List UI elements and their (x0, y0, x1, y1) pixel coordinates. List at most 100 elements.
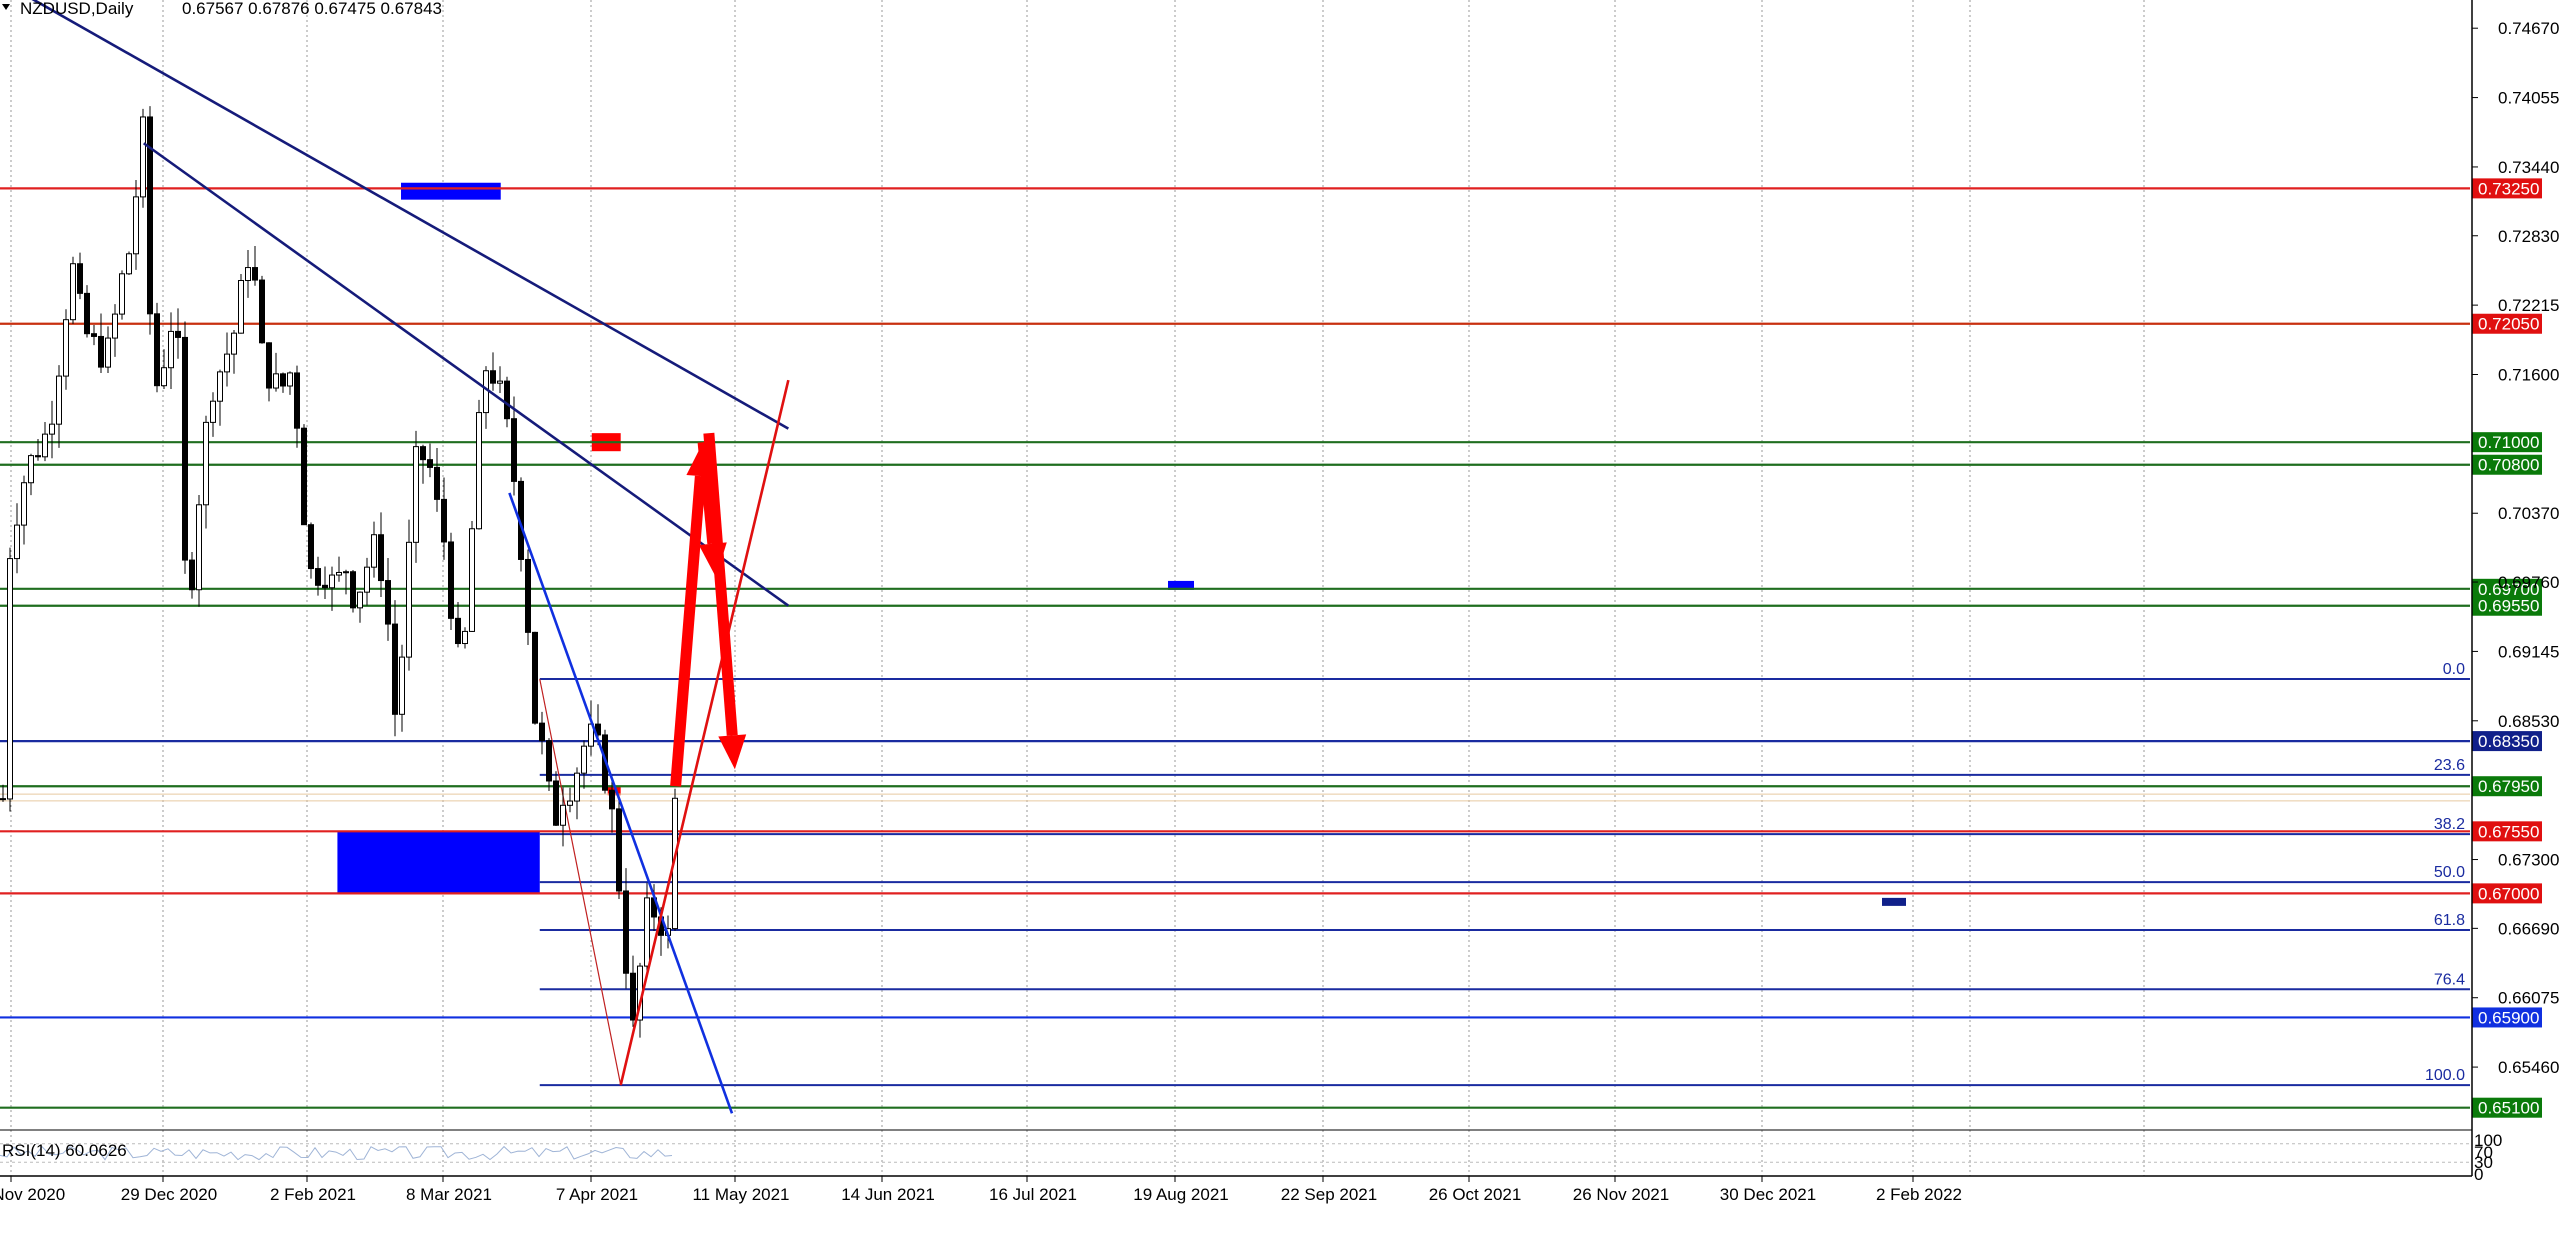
candle-body (364, 566, 370, 593)
candle-body (413, 446, 419, 543)
zone-rect (1882, 897, 1906, 906)
trendline[interactable] (508, 492, 734, 1114)
candle-body (56, 375, 62, 425)
candle-body (217, 371, 223, 402)
y-tick-label: 0.74055 (2498, 89, 2559, 108)
candle-body (539, 722, 545, 742)
candle-body (49, 423, 55, 435)
candle-body (553, 780, 559, 826)
fib-level-label: 50.0 (2434, 864, 2465, 881)
y-tick-label: 0.72830 (2498, 227, 2559, 246)
candle-body (378, 534, 384, 582)
trendline[interactable] (142, 142, 790, 607)
y-tick-label: 0.74670 (2498, 19, 2559, 38)
fib-level-label: 38.2 (2434, 816, 2465, 833)
candle-body (287, 372, 293, 387)
candle-body (469, 528, 475, 632)
y-tick-label: 0.72215 (2498, 296, 2559, 315)
trendline[interactable] (619, 379, 790, 1086)
candle-body (126, 253, 132, 275)
price-tag-label: 0.71000 (2478, 433, 2539, 452)
x-tick-label: 11 May 2021 (692, 1185, 789, 1204)
candle-body (133, 196, 139, 255)
rsi-label: RSI(14) 60.0626 (2, 1141, 127, 1160)
candle-body (609, 789, 615, 810)
candle-body (315, 568, 321, 586)
x-tick-label: 8 Mar 2021 (406, 1185, 492, 1204)
zone-rect (337, 831, 540, 894)
y-tick-label: 0.68530 (2498, 712, 2559, 731)
price-tag (2472, 454, 2542, 475)
caret-down-icon[interactable] (2, 4, 10, 10)
candle-body (161, 367, 167, 387)
candle-body (0, 798, 6, 801)
fib-level-label: 100.0 (2425, 1067, 2465, 1084)
candle-body (504, 380, 510, 420)
x-tick-label: 2 Feb 2021 (270, 1185, 356, 1204)
candle-body (266, 342, 272, 389)
candle-body (490, 370, 496, 384)
candle-body (280, 373, 286, 387)
candle-body (98, 335, 104, 368)
candle-body (644, 897, 650, 967)
candle-body (273, 373, 279, 389)
price-tag (2472, 432, 2542, 453)
candle-body (42, 433, 48, 458)
candle-body (427, 459, 433, 468)
candle-body (406, 541, 412, 658)
candle-body (105, 337, 111, 368)
projection-arrow-head (718, 734, 747, 770)
y-tick-label: 0.67300 (2498, 851, 2559, 870)
candle-body (441, 498, 447, 543)
y-tick-label: 0.65460 (2498, 1058, 2559, 1077)
projection-arrow-shaft (670, 475, 706, 787)
candle-body (560, 804, 566, 826)
trendline[interactable] (28, 0, 789, 430)
fib-level-label: 0.0 (2443, 661, 2465, 678)
candle-body (630, 972, 636, 1021)
x-tick-label: 24 Nov 2020 (0, 1185, 65, 1204)
candle-body (532, 631, 538, 724)
zone-rect (1168, 580, 1194, 590)
candle-body (623, 890, 629, 974)
date-axis: 24 Nov 2020 29 Dec 2020 2 Feb 2021 8 Mar 20… (0, 1176, 1962, 1204)
zone-rect (401, 182, 501, 200)
rsi-line (0, 1145, 673, 1161)
candle-body (35, 455, 41, 458)
candle-body (168, 330, 174, 369)
candle-body (434, 466, 440, 500)
rsi-scale-label: 70 (2474, 1143, 2493, 1162)
candle-body (392, 623, 398, 715)
candle-body (77, 263, 83, 294)
trendlines-layer[interactable] (28, 0, 790, 1114)
candle-body (189, 559, 195, 591)
candle-body (322, 584, 328, 589)
y-tick-label: 0.73440 (2498, 158, 2559, 177)
y-tick-label: 0.69145 (2498, 642, 2559, 661)
candle-body (301, 427, 307, 526)
candle-body (448, 541, 454, 619)
candle-body (420, 446, 426, 461)
candle-body (308, 524, 314, 570)
candle-body (294, 372, 300, 429)
symbol-label: NZDUSD,Daily (20, 0, 134, 18)
x-tick-label: 30 Dec 2021 (1720, 1185, 1816, 1204)
y-tick-label: 0.66690 (2498, 919, 2559, 938)
price-tag-label: 0.67950 (2478, 777, 2539, 796)
candle-body (245, 267, 251, 282)
x-tick-label: 22 Sep 2021 (1281, 1185, 1377, 1204)
rsi-scale-label: 0 (2474, 1165, 2483, 1184)
x-tick-label: 26 Oct 2021 (1429, 1185, 1522, 1204)
fibonacci-retracement[interactable]: 0.0 23.6 38.2 50.0 61.8 76.4 100.0 (539, 661, 2470, 1087)
price-tag (2472, 776, 2542, 797)
fib-level-label: 76.4 (2434, 971, 2465, 988)
candle-body (343, 571, 349, 574)
candle-body (238, 280, 244, 334)
x-tick-label: 16 Jul 2021 (989, 1185, 1077, 1204)
candle-body (28, 455, 34, 484)
fib-level-label: 23.6 (2434, 757, 2465, 774)
candle-body (7, 558, 13, 800)
price-axis: 0.74670 0.74055 0.73440 0.72830 0.72215 0.716… (2472, 19, 2559, 1077)
